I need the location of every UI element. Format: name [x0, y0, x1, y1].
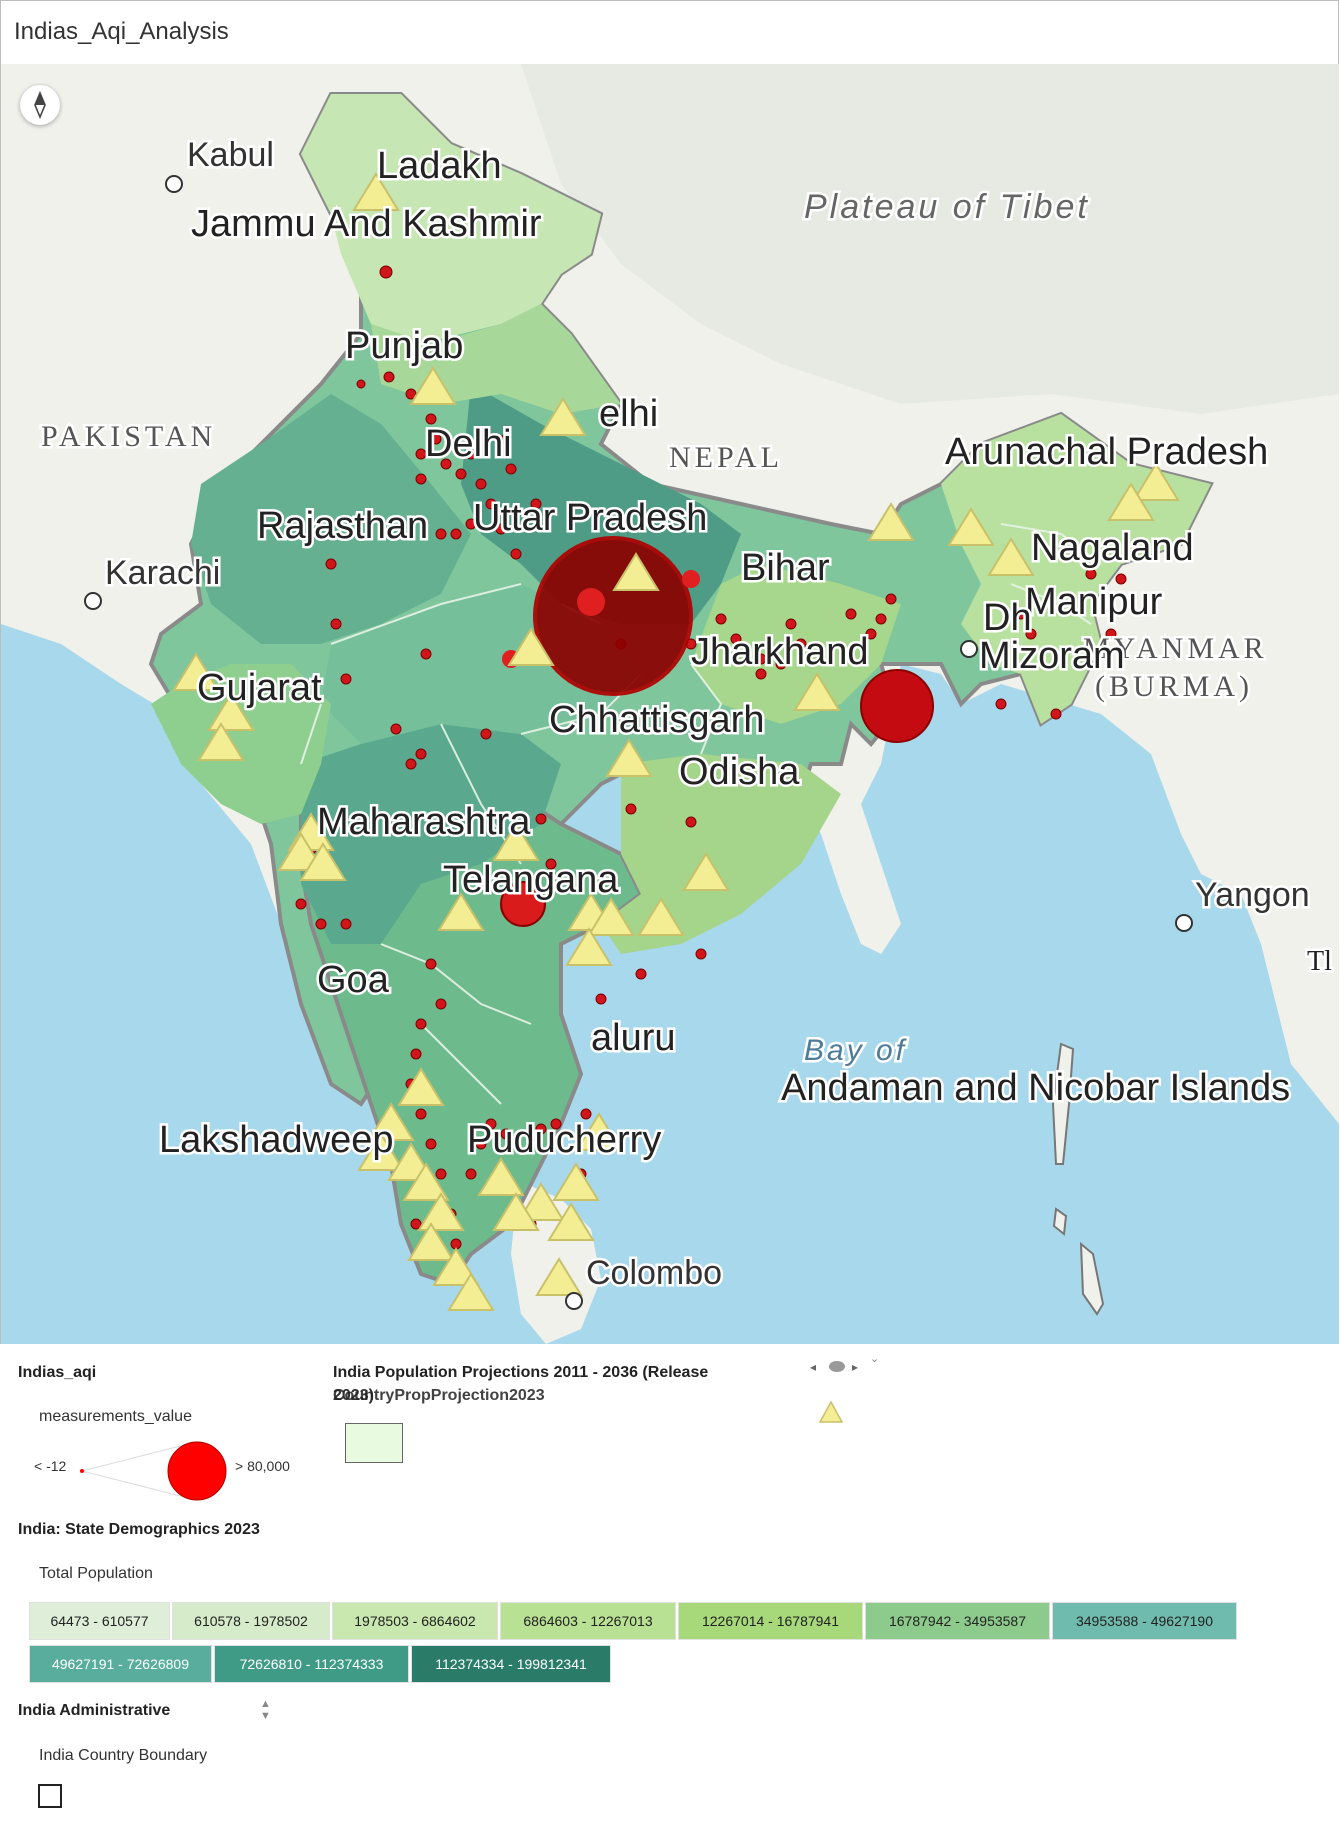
legend-nav[interactable]: ◂ ▸ ⌄: [810, 1353, 890, 1382]
eye-icon[interactable]: [829, 1361, 845, 1372]
label-punjab: Punjab: [345, 325, 463, 367]
label-karachi: Karachi: [105, 554, 220, 592]
legend-admin-boundary-swatch: [38, 1784, 62, 1808]
chevron-left-icon[interactable]: ◂: [810, 1360, 817, 1374]
label-ladakh: Ladakh: [377, 145, 502, 187]
label-yangon: Yangon: [1195, 876, 1310, 914]
plateau-shading: [521, 64, 1339, 414]
label-pakistan: PAKISTAN: [41, 420, 216, 453]
rajasthan: [191, 394, 471, 644]
aqi-large-points: [500, 536, 934, 927]
legend-projection-title-2: 2023): [333, 1387, 374, 1404]
collapse-icon[interactable]: ⌄: [870, 1353, 880, 1365]
legend-class-6: 16787942 - 34953587: [865, 1602, 1050, 1640]
label-telangana: Telangana: [443, 859, 619, 901]
legend-projection-title: India Population Projections 2011 - 2036…: [333, 1364, 709, 1381]
label-lakshadweep: Lakshadweep: [159, 1119, 394, 1161]
compass-icon: [34, 90, 46, 120]
legend-class-8: 49627191 - 72626809: [29, 1645, 212, 1683]
label-myanmar: MYANMAR: [1083, 632, 1268, 665]
legend-triangle-symbol: [818, 1400, 844, 1423]
compass-button[interactable]: [20, 85, 60, 125]
legend-class-1: 64473 - 610577: [29, 1602, 170, 1640]
label-goa: Goa: [317, 959, 390, 1001]
label-delhi: Delhi: [425, 423, 512, 465]
legend-demographics-field: Total Population: [39, 1565, 153, 1582]
legend-aqi-min: < -12: [34, 1458, 67, 1474]
label-bay: Bay of: [804, 1034, 907, 1067]
legend-aqi-max: > 80,000: [235, 1458, 290, 1474]
legend-panel: Indias_aqi measurements_value < -12 > 80…: [0, 1344, 1340, 1845]
label-arunachal: Arunachal Pradesh: [945, 431, 1268, 473]
city-markers: [84, 175, 1193, 1310]
label-nepal: NEPAL: [669, 441, 783, 474]
label-tl: Tl: [1307, 946, 1332, 977]
legend-projection-field: CountryPropProjection2023: [333, 1387, 545, 1404]
legend-class-10: 112374334 - 199812341: [411, 1645, 611, 1683]
legend-aqi-field: measurements_value: [39, 1408, 192, 1425]
label-plateau: Plateau of Tibet: [804, 188, 1090, 226]
label-colombo: Colombo: [586, 1254, 722, 1292]
label-burma: (BURMA): [1095, 670, 1253, 703]
label-manipur: Manipur: [1025, 581, 1163, 623]
gujarat: [151, 664, 331, 824]
label-chhattisgarh: Chhattisgarh: [549, 699, 764, 741]
label-bihar: Bihar: [741, 547, 830, 589]
label-jharkhand: Jharkhand: [691, 631, 868, 673]
label-andaman: Andaman and Nicobar Islands: [781, 1067, 1290, 1109]
legend-class-7: 34953588 - 49627190: [1052, 1602, 1237, 1640]
label-maharashtra: Maharashtra: [317, 801, 531, 843]
label-rajasthan: Rajasthan: [257, 505, 428, 547]
legend-admin-item: India Country Boundary: [39, 1747, 208, 1764]
label-up: Uttar Pradesh: [473, 497, 707, 539]
label-elhi: elhi: [599, 393, 658, 435]
legend-class-2: 610578 - 1978502: [172, 1602, 330, 1640]
label-jk: Jammu And Kashmir: [191, 203, 542, 245]
triangle-points: [172, 172, 1180, 1311]
andaman-islands: [1051, 1042, 1075, 1165]
map-view[interactable]: Kabul Karachi Colombo Yangon PAKISTAN NE…: [1, 64, 1339, 1344]
legend-class-4: 6864603 - 12267013: [500, 1602, 676, 1640]
legend-projection-swatch: [345, 1423, 403, 1463]
label-gujarat: Gujarat: [197, 667, 322, 709]
chevron-right-icon[interactable]: ▸: [852, 1360, 859, 1374]
legend-aqi-title: Indias_aqi: [18, 1364, 97, 1381]
label-nagaland: Nagaland: [1031, 527, 1194, 569]
maharashtra: [301, 724, 561, 944]
legend-admin-title: India Administrative: [18, 1702, 171, 1719]
legend-class-3: 1978503 - 6864602: [332, 1602, 498, 1640]
label-puducherry: Puducherry: [467, 1119, 661, 1161]
label-mizoram: Mizoram: [979, 635, 1125, 677]
legend-class-9: 72626810 - 112374333: [214, 1645, 409, 1683]
app-title: Indias_Aqi_Analysis: [14, 18, 229, 45]
legend-demographics-title: India: State Demographics 2023: [18, 1521, 260, 1538]
sort-icon[interactable]: ▲ ▼: [260, 1698, 271, 1722]
ladakh-jk: [301, 94, 601, 344]
legend-aqi-size-symbol: [80, 1441, 227, 1501]
label-dh: Dh: [983, 597, 1032, 639]
legend-class-5: 12267014 - 16787941: [678, 1602, 863, 1640]
label-odisha: Odisha: [679, 751, 800, 793]
label-kabul: Kabul: [187, 136, 274, 174]
label-aluru: aluru: [591, 1017, 676, 1059]
